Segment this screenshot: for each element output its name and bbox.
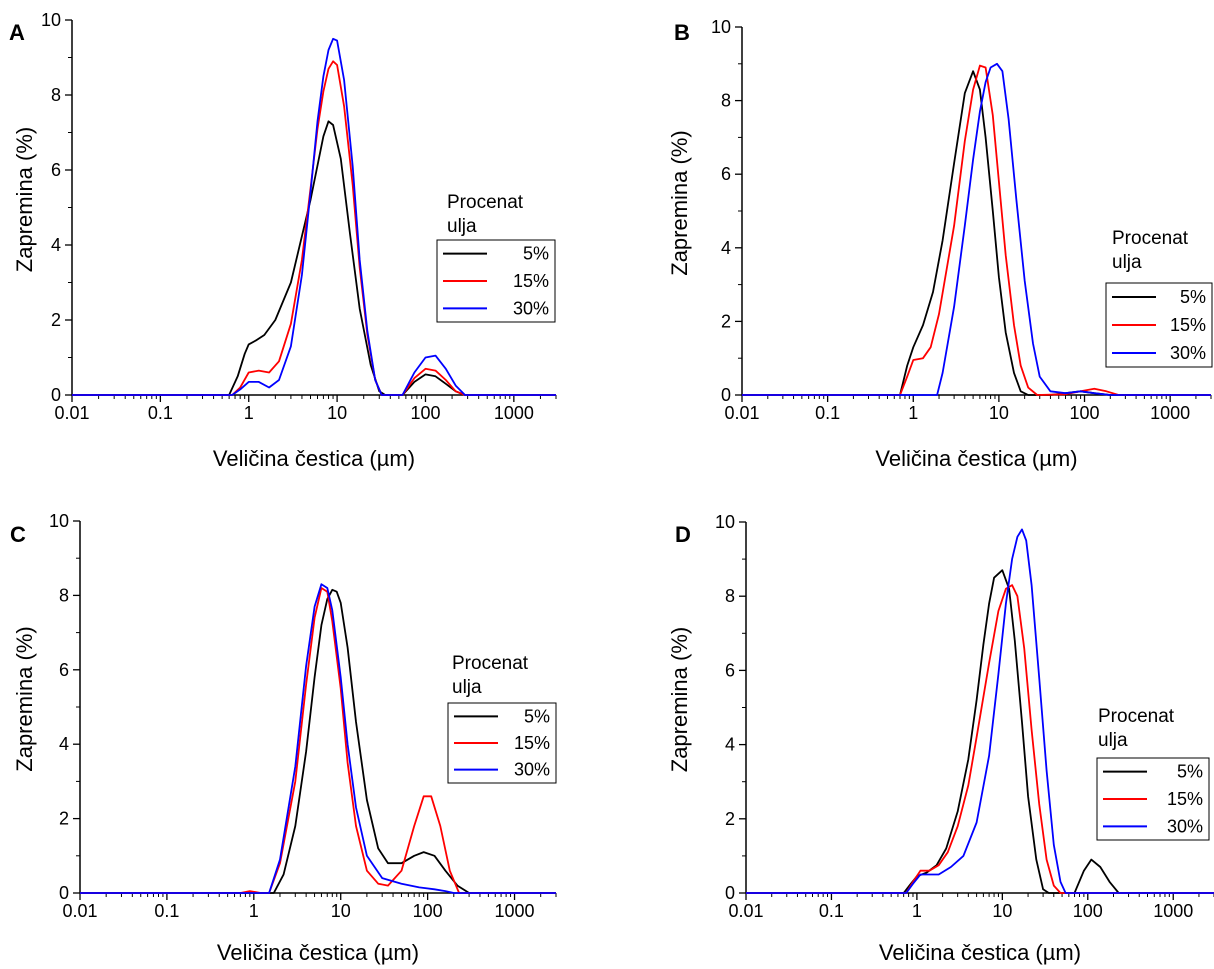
legend-label: 30% [514,760,550,780]
legend-title-line2: ulja [447,216,477,237]
x-tick-label: 1 [912,901,922,921]
legend-label: 15% [514,733,550,753]
y-tick-label: 4 [51,235,61,255]
y-tick-label: 6 [51,160,61,180]
x-tick-label: 1000 [495,901,535,921]
legend-label: 5% [524,706,550,726]
legend-label: 5% [523,244,549,264]
panel-a: A 0 2 4 6 8 10 0.01 0.1 1 10 100 1000 Veličina čestic… [9,10,557,471]
y-tick-label: 10 [41,10,61,30]
x-axis-title: Veličina čestica (µm) [213,446,415,471]
x-tick-label: 100 [410,403,440,423]
y-tick-label: 0 [725,883,735,903]
x-tick-label: 0.01 [62,901,97,921]
series-line-15pct [72,60,556,396]
series-line-5pct [80,588,556,894]
x-tick-label: 1000 [1153,901,1193,921]
panel-b: B 0 2 4 6 8 10 0.01 0.1 1 10 100 1000 Veličina čestic… [667,17,1213,471]
x-tick-label: 0.1 [819,901,844,921]
legend-title-line2: ulja [1098,730,1128,751]
legend-label: 15% [513,271,549,291]
x-tick-label: 1 [249,901,259,921]
x-axis-title: Veličina čestica (µm) [875,446,1077,471]
series-line-30pct [80,583,556,894]
panel-letter: C [10,522,26,547]
y-tick-label: 0 [59,883,69,903]
y-tick-label: 6 [721,164,731,184]
legend-title-line1: Procenat [1112,228,1189,249]
series-line-30pct [72,37,556,396]
series-line-15pct [746,584,1214,894]
panel-d: D 0 2 4 6 8 10 0.01 0.1 1 10 100 1000 Veličina čestic… [667,512,1214,965]
legend-label: 15% [1170,315,1206,335]
y-tick-label: 0 [51,385,61,405]
legend-label: 5% [1180,287,1206,307]
y-tick-label: 2 [725,809,735,829]
y-tick-label: 4 [59,734,69,754]
legend-title-line2: ulja [452,677,482,698]
x-tick-label: 0.01 [724,403,759,423]
panel-letter: B [674,20,690,45]
x-tick-label: 1000 [1150,403,1190,423]
y-tick-label: 6 [59,660,69,680]
x-tick-label: 0.1 [148,403,173,423]
y-tick-label: 4 [725,735,735,755]
legend-title-line2: ulja [1112,252,1142,273]
legend-label: 15% [1167,789,1203,809]
x-tick-label: 10 [331,901,351,921]
series-line-30pct [742,62,1211,396]
x-tick-label: 1000 [494,403,534,423]
panel-letter: A [9,20,25,45]
legend-label: 30% [513,298,549,318]
legend-label: 30% [1167,816,1203,836]
x-tick-label: 0.1 [815,403,840,423]
x-tick-label: 0.01 [54,403,89,423]
y-tick-label: 8 [51,85,61,105]
y-tick-label: 10 [49,511,69,531]
x-tick-label: 0.1 [154,901,179,921]
panel-letter: D [675,522,691,547]
x-tick-label: 100 [1069,403,1099,423]
y-axis-title: Zapremina (%) [12,626,37,771]
y-axis-title: Zapremina (%) [667,130,692,275]
x-tick-label: 0.01 [728,901,763,921]
y-tick-label: 8 [59,585,69,605]
y-tick-label: 10 [711,17,731,37]
y-tick-label: 6 [725,660,735,680]
x-tick-label: 100 [1073,901,1103,921]
y-tick-label: 2 [721,311,731,331]
y-tick-label: 4 [721,238,731,258]
x-axis-title: Veličina čestica (µm) [217,940,419,965]
x-axis-title: Veličina čestica (µm) [879,940,1081,965]
x-tick-label: 100 [413,901,443,921]
y-tick-label: 8 [725,586,735,606]
y-axis-title: Zapremina (%) [667,627,692,772]
series-line-5pct [746,569,1214,894]
y-tick-label: 8 [721,91,731,111]
legend-title-line1: Procenat [447,192,524,213]
series-line-30pct [746,528,1214,894]
x-tick-label: 1 [908,403,918,423]
panel-c: C 0 2 4 6 8 10 0.01 0.1 1 10 100 1000 Veličina čestic… [10,511,557,965]
y-axis-title: Zapremina (%) [12,127,37,272]
x-tick-label: 10 [989,403,1009,423]
y-tick-label: 0 [721,385,731,405]
y-tick-label: 10 [715,512,735,532]
x-tick-label: 10 [327,403,347,423]
legend-title-line1: Procenat [452,653,529,674]
y-tick-label: 2 [51,310,61,330]
legend-title-line1: Procenat [1098,706,1175,727]
x-tick-label: 1 [244,403,254,423]
y-tick-label: 2 [59,809,69,829]
series-line-5pct [72,120,556,396]
legend-label: 30% [1170,343,1206,363]
legend-label: 5% [1177,762,1203,782]
x-tick-label: 10 [992,901,1012,921]
